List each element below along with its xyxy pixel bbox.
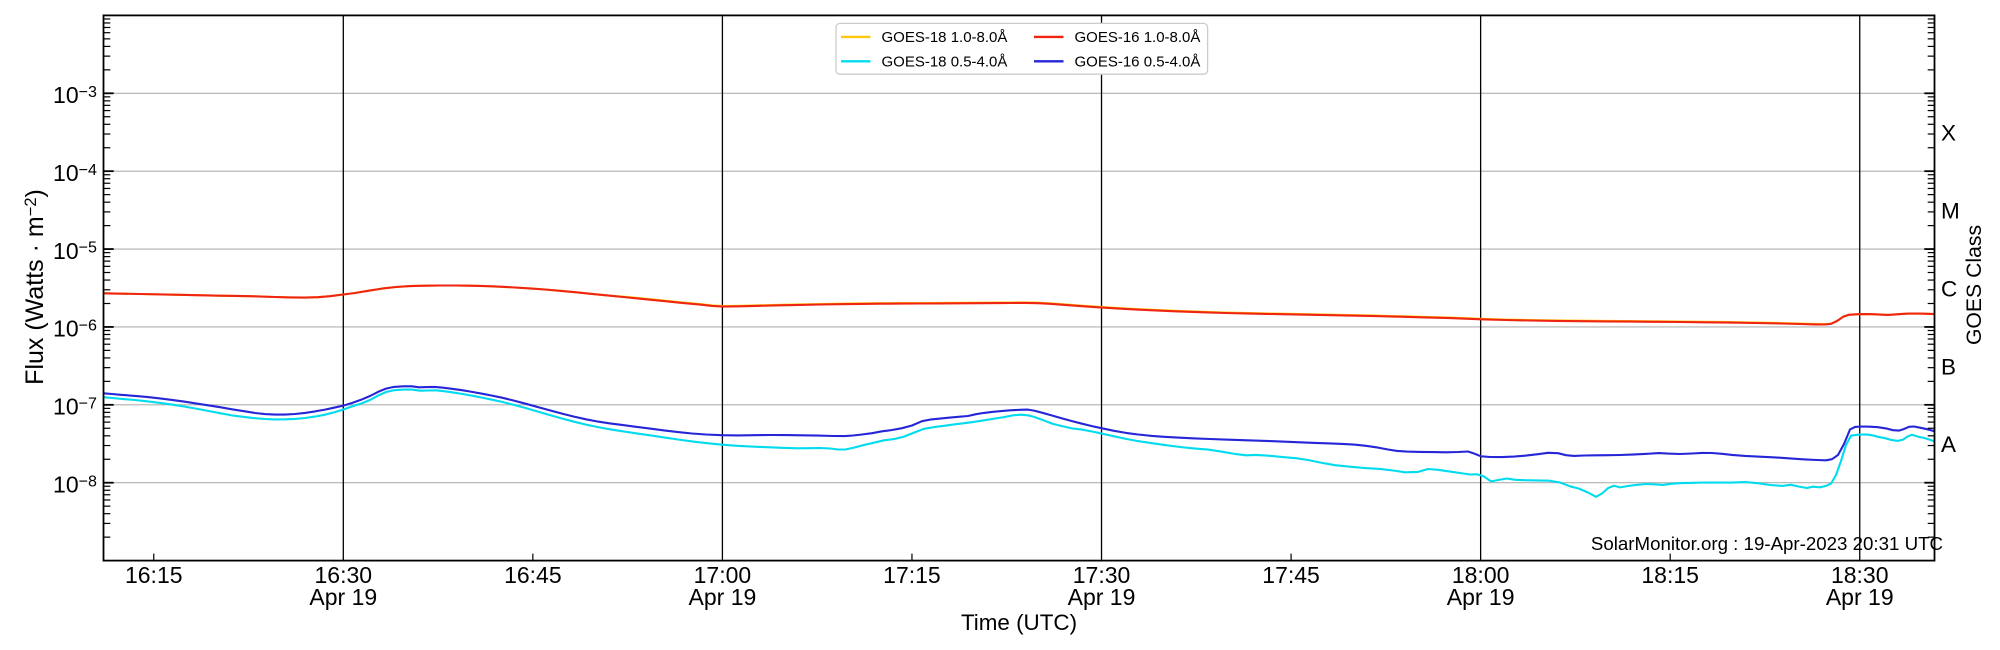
svg-text:17:00: 17:00 bbox=[694, 562, 752, 588]
svg-text:Apr 19: Apr 19 bbox=[689, 584, 757, 610]
svg-text:10−5: 10−5 bbox=[53, 238, 97, 264]
svg-text:GOES-16 0.5-4.0Å: GOES-16 0.5-4.0Å bbox=[1075, 54, 1201, 71]
svg-text:16:45: 16:45 bbox=[504, 562, 562, 588]
svg-text:Apr 19: Apr 19 bbox=[1447, 584, 1515, 610]
svg-text:18:30: 18:30 bbox=[1831, 562, 1889, 588]
svg-text:Apr 19: Apr 19 bbox=[1826, 584, 1894, 610]
svg-text:18:15: 18:15 bbox=[1641, 562, 1699, 588]
svg-text:16:15: 16:15 bbox=[125, 562, 183, 588]
svg-text:Flux (Watts · m−2): Flux (Watts · m−2) bbox=[21, 189, 49, 385]
svg-text:X: X bbox=[1941, 121, 1956, 146]
svg-text:Apr 19: Apr 19 bbox=[309, 584, 377, 610]
svg-text:10−8: 10−8 bbox=[53, 472, 97, 498]
svg-text:10−7: 10−7 bbox=[53, 394, 97, 420]
svg-text:10−4: 10−4 bbox=[53, 160, 97, 186]
svg-text:GOES Class: GOES Class bbox=[1963, 225, 1986, 345]
svg-text:C: C bbox=[1941, 276, 1957, 301]
svg-text:10−3: 10−3 bbox=[53, 82, 97, 108]
svg-text:GOES-18 1.0-8.0Å: GOES-18 1.0-8.0Å bbox=[882, 29, 1008, 46]
svg-text:17:30: 17:30 bbox=[1073, 562, 1131, 588]
svg-text:18:00: 18:00 bbox=[1452, 562, 1510, 588]
svg-text:A: A bbox=[1941, 432, 1956, 457]
svg-text:17:15: 17:15 bbox=[883, 562, 941, 588]
svg-text:B: B bbox=[1941, 354, 1956, 379]
svg-text:17:45: 17:45 bbox=[1262, 562, 1320, 588]
svg-text:GOES-16 1.0-8.0Å: GOES-16 1.0-8.0Å bbox=[1075, 29, 1201, 46]
svg-text:Apr 19: Apr 19 bbox=[1068, 584, 1136, 610]
svg-text:SolarMonitor.org : 19-Apr-2023: SolarMonitor.org : 19-Apr-2023 20:31 UTC bbox=[1591, 533, 1943, 554]
svg-text:16:30: 16:30 bbox=[315, 562, 373, 588]
svg-text:Time (UTC): Time (UTC) bbox=[961, 610, 1077, 635]
svg-text:10−6: 10−6 bbox=[53, 316, 97, 342]
svg-text:GOES-18 0.5-4.0Å: GOES-18 0.5-4.0Å bbox=[882, 54, 1008, 71]
svg-text:M: M bbox=[1941, 199, 1960, 224]
